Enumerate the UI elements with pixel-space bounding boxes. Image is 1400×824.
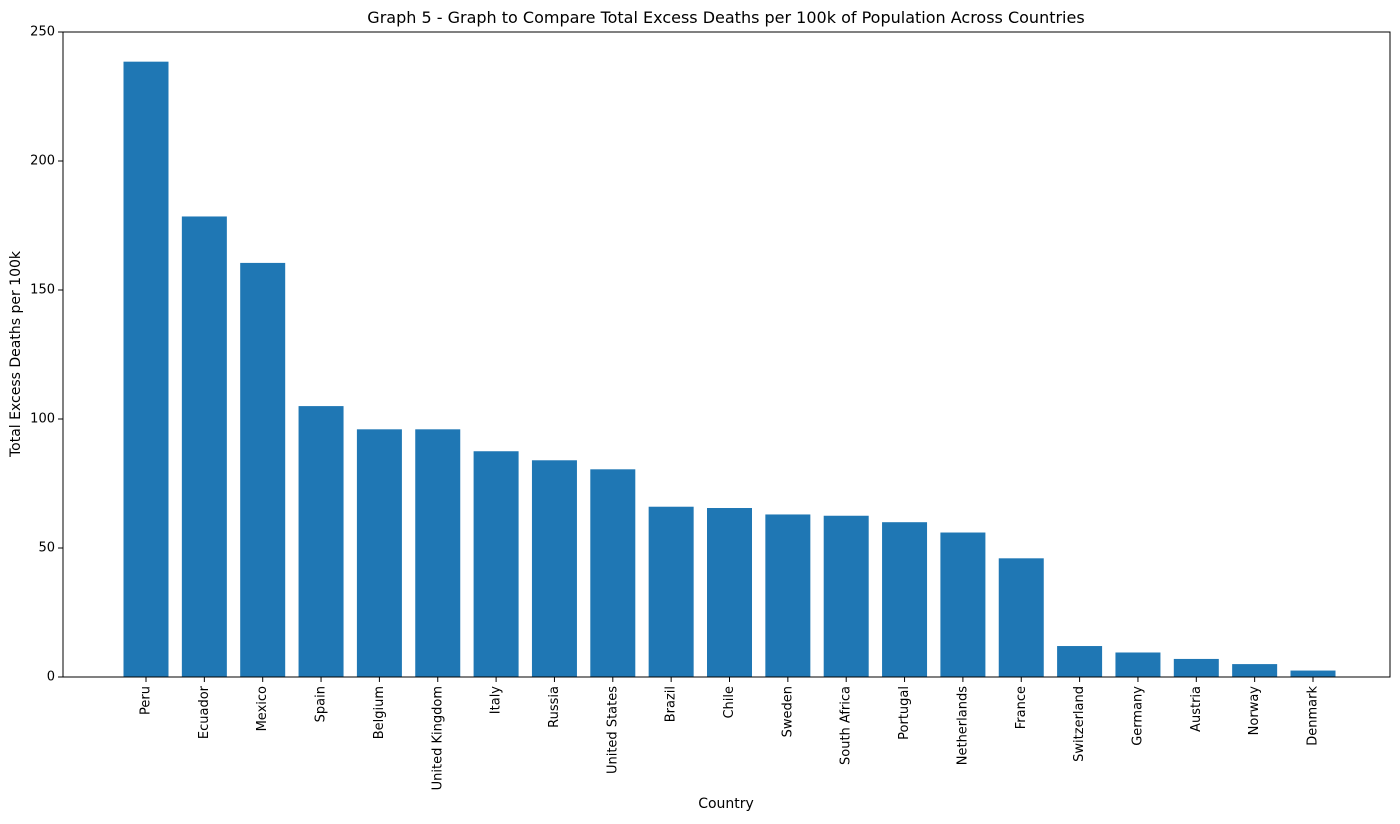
- x-tick-label: Spain: [314, 686, 329, 722]
- y-tick-label: 100: [30, 412, 55, 427]
- y-axis-label: Total Excess Deaths per 100k: [8, 250, 24, 458]
- bar-portugal: [882, 522, 928, 677]
- bar-united-kingdom: [415, 429, 461, 677]
- bar-netherlands: [940, 532, 986, 677]
- bar-switzerland: [1057, 646, 1103, 677]
- bar-peru: [123, 61, 169, 678]
- x-tick-label: Switzerland: [1072, 686, 1087, 762]
- y-tick-label: 250: [30, 25, 55, 40]
- x-tick-label: Portugal: [897, 686, 912, 740]
- y-tick-label: 0: [47, 670, 55, 685]
- bar-belgium: [356, 429, 402, 677]
- bar-sweden: [765, 514, 811, 677]
- x-tick-label: South Africa: [839, 686, 854, 765]
- x-tick-label: Austria: [1189, 686, 1204, 732]
- bars-group: [123, 61, 1336, 678]
- x-tick-label: Brazil: [664, 686, 679, 722]
- bar-united-states: [590, 469, 636, 677]
- bar-spain: [298, 406, 344, 677]
- bar-mexico: [240, 262, 286, 677]
- chart-title: Graph 5 - Graph to Compare Total Excess …: [367, 8, 1084, 27]
- x-tick-label: Norway: [1247, 686, 1262, 736]
- x-tick-label: Italy: [489, 686, 504, 715]
- plot-frame: [62, 31, 1391, 678]
- x-tick-label: Germany: [1130, 686, 1145, 746]
- bar-norway: [1232, 664, 1278, 677]
- bar-chile: [707, 508, 752, 677]
- bar-italy: [473, 451, 519, 677]
- bar-france: [998, 558, 1044, 677]
- bar-russia: [531, 460, 577, 677]
- y-tick-label: 50: [38, 541, 55, 556]
- x-axis-label: Country: [698, 796, 754, 812]
- bar-south-africa: [823, 515, 869, 677]
- x-tick-label: United Kingdom: [430, 686, 445, 790]
- x-tick-label: Mexico: [255, 686, 270, 731]
- x-tick-label: Peru: [139, 686, 154, 715]
- x-tick-label: Chile: [722, 686, 737, 719]
- y-tick-label: 150: [30, 283, 55, 298]
- y-ticks-group: 0 50 100 150 200 250: [30, 25, 63, 685]
- x-tick-label: United States: [605, 686, 620, 774]
- x-tick-label: Russia: [547, 686, 562, 728]
- bar-ecuador: [181, 216, 227, 677]
- x-tick-label: Ecuador: [197, 685, 212, 739]
- x-ticks-group: Peru Ecuador Mexico Spain Belgium United King…: [139, 677, 1321, 790]
- bar-austria: [1173, 658, 1219, 677]
- x-tick-label: Sweden: [780, 686, 795, 737]
- bar-denmark: [1290, 670, 1336, 677]
- x-tick-label: France: [1014, 686, 1029, 729]
- bar-germany: [1115, 652, 1161, 677]
- x-tick-label: Netherlands: [955, 686, 970, 765]
- y-tick-label: 200: [30, 154, 55, 169]
- bar-brazil: [648, 506, 694, 677]
- x-tick-label: Belgium: [372, 686, 387, 739]
- x-tick-label: Denmark: [1306, 686, 1321, 746]
